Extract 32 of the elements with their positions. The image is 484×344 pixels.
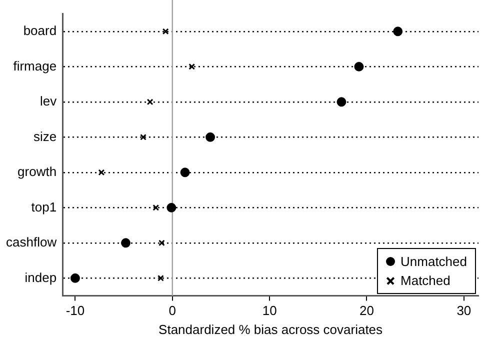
x-axis-title: Standardized % bias across covariates [158, 322, 384, 337]
point [98, 169, 105, 176]
point [206, 132, 216, 142]
point [166, 202, 176, 212]
point [140, 134, 146, 140]
x-tick-label: 0 [168, 303, 176, 318]
y-tick-label: top1 [31, 199, 57, 214]
x-tick-label: 20 [360, 303, 374, 318]
point [120, 238, 130, 248]
x-tick-label: 30 [456, 303, 472, 318]
point [188, 63, 196, 70]
point [336, 97, 346, 107]
x-tick-label: 10 [262, 303, 277, 318]
point [146, 98, 154, 106]
point [162, 28, 169, 35]
x-tick-label: -10 [66, 303, 85, 318]
point [158, 240, 165, 246]
point [354, 62, 364, 72]
y-tick-label: lev [40, 94, 58, 109]
point [180, 168, 190, 178]
y-tick-label: growth [18, 164, 57, 180]
point [152, 204, 160, 211]
y-tick-label: board [23, 23, 57, 38]
y-tick-label: indep [24, 270, 57, 285]
y-tick-label: size [33, 128, 57, 144]
legend-label: Unmatched [400, 253, 467, 271]
point [393, 26, 403, 36]
point [158, 274, 164, 282]
y-tick-label: firmage [13, 58, 57, 74]
y-tick-label: cashflow [6, 234, 58, 250]
point [70, 273, 80, 283]
legend-label: Matched [400, 272, 450, 290]
